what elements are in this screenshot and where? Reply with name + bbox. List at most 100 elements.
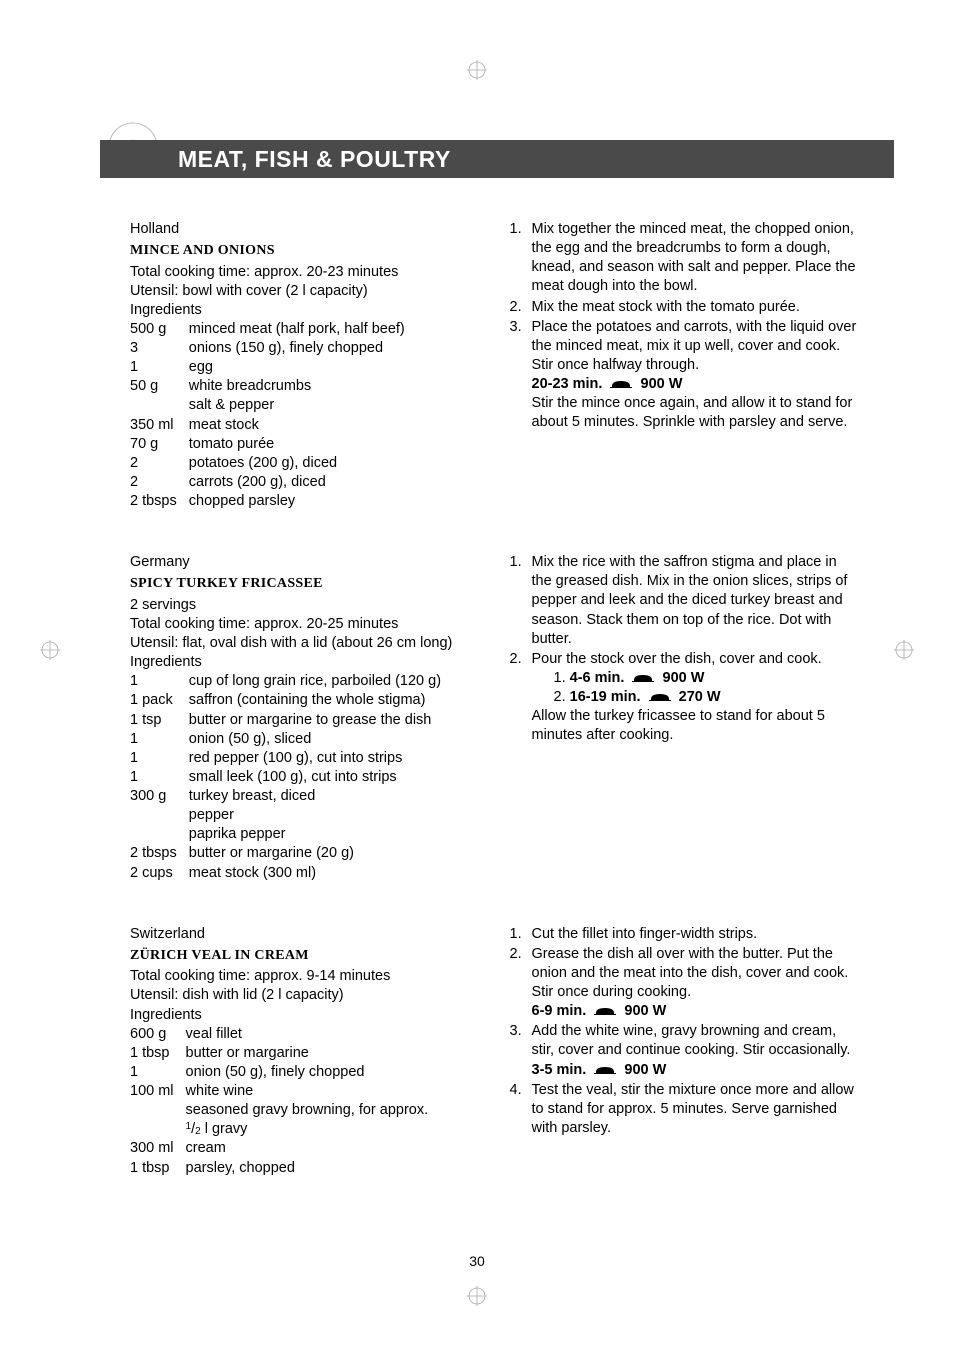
ingredient-qty	[130, 806, 189, 825]
ingredient-row: paprika pepper	[130, 825, 441, 844]
ingredient-text: turkey breast, diced	[189, 787, 441, 806]
recipe-meta: Ingredients	[130, 1006, 480, 1025]
ingredient-row: seasoned gravy browning, for approx.	[130, 1101, 428, 1120]
ingredient-row: 70 gtomato purée	[130, 435, 405, 454]
ingredient-row: 300 gturkey breast, diced	[130, 787, 441, 806]
ingredient-text: white breadcrumbs	[189, 377, 405, 396]
ingredient-qty: 500 g	[130, 320, 189, 339]
ingredient-row: 600 gveal fillet	[130, 1025, 428, 1044]
ingredient-qty: 300 g	[130, 787, 189, 806]
ingredient-qty: 2	[130, 454, 189, 473]
recipe-meta: 2 servings	[130, 596, 480, 615]
ingredient-text: onions (150 g), finely chopped	[189, 339, 405, 358]
ingredient-row: 1 tbspbutter or margarine	[130, 1044, 428, 1063]
steps-list: Mix together the minced meat, the choppe…	[510, 220, 860, 432]
crop-mark-bottom	[467, 1286, 487, 1311]
ingredient-text: seasoned gravy browning, for approx.	[186, 1101, 429, 1120]
ingredient-row: 2 tbspsbutter or margarine (20 g)	[130, 844, 441, 863]
country-label: Germany	[130, 553, 480, 572]
ingredient-row: salt & pepper	[130, 396, 405, 415]
step-item: Mix together the minced meat, the choppe…	[510, 220, 860, 297]
ingredient-text: cup of long grain rice, parboiled (120 g…	[189, 672, 441, 691]
ingredients-table: 1 cup of long grain rice, parboiled (120 …	[130, 672, 441, 882]
power-setting: 1. 4-6 min. 900 W	[532, 669, 860, 688]
ingredient-text: minced meat (half pork, half beef)	[189, 320, 405, 339]
ingredient-qty: 2 tbsps	[130, 844, 189, 863]
ingredient-text: white wine	[186, 1082, 429, 1101]
power-setting: 20-23 min. 900 W	[532, 375, 860, 394]
ingredient-text: veal fillet	[186, 1025, 429, 1044]
ingredient-row: 1onion (50 g), sliced	[130, 730, 441, 749]
step-item: Mix the meat stock with the tomato purée…	[510, 298, 860, 317]
recipe: SwitzerlandZÜRICH VEAL IN CREAMTotal coo…	[130, 925, 859, 1178]
ingredient-row: 100 mlwhite wine	[130, 1082, 428, 1101]
ingredient-text: meat stock	[189, 416, 405, 435]
step-item: Pour the stock over the dish, cover and …	[510, 650, 860, 746]
ingredient-row: 2potatoes (200 g), diced	[130, 454, 405, 473]
steps-list: Cut the fillet into finger-width strips.…	[510, 925, 860, 1138]
ingredient-qty	[130, 396, 189, 415]
ingredient-qty: 70 g	[130, 435, 189, 454]
recipe: Germany SPICY TURKEY FRICASSEE 2 servingsT…	[130, 553, 859, 882]
step-item: Cut the fillet into finger-width strips.	[510, 925, 860, 944]
ingredient-text: onion (50 g), finely chopped	[186, 1063, 429, 1082]
recipe-meta: Total cooking time: approx. 20-23 minute…	[130, 263, 480, 282]
ingredient-qty	[130, 825, 189, 844]
ingredients-column: SwitzerlandZÜRICH VEAL IN CREAMTotal coo…	[130, 925, 480, 1178]
step-after-text: Stir the mince once again, and allow it …	[532, 394, 860, 432]
power-setting: 2. 16-19 min. 270 W	[532, 688, 860, 707]
page-number: 30	[0, 1253, 954, 1269]
power-setting: 3-5 min. 900 W	[532, 1061, 860, 1080]
ingredient-row: 1 tspbutter or margarine to grease the d…	[130, 711, 441, 730]
ingredient-qty: 350 ml	[130, 416, 189, 435]
ingredient-text: salt & pepper	[189, 396, 405, 415]
ingredient-qty: 600 g	[130, 1025, 186, 1044]
ingredient-row: 1small leek (100 g), cut into strips	[130, 768, 441, 787]
ingredient-row: 3onions (150 g), finely chopped	[130, 339, 405, 358]
recipe-name: MINCE AND ONIONS	[130, 242, 480, 260]
steps-column: Cut the fillet into finger-width strips.…	[510, 925, 860, 1178]
ingredient-qty	[130, 1120, 186, 1139]
steps-column: Mix the rice with the saffron stigma and…	[510, 553, 860, 882]
ingredient-qty: 100 ml	[130, 1082, 186, 1101]
recipe-meta: Total cooking time: approx. 20-25 minute…	[130, 615, 480, 634]
ingredient-qty: 2 cups	[130, 864, 189, 883]
country-label: Holland	[130, 220, 480, 239]
ingredient-qty: 1	[130, 749, 189, 768]
header-title: MEAT, FISH & POULTRY	[178, 146, 451, 173]
ingredient-text: butter or margarine (20 g)	[189, 844, 441, 863]
ingredient-row: 2 cupsmeat stock (300 ml)	[130, 864, 441, 883]
recipe-meta: Ingredients	[130, 653, 480, 672]
ingredient-text: egg	[189, 358, 405, 377]
ingredient-qty: 1	[130, 358, 189, 377]
ingredient-row: 300 mlcream	[130, 1139, 428, 1158]
step-after-text: Allow the turkey fricassee to stand for …	[532, 707, 860, 745]
ingredient-text: tomato purée	[189, 435, 405, 454]
ingredient-text: red pepper (100 g), cut into strips	[189, 749, 441, 768]
ingredient-qty: 1	[130, 768, 189, 787]
step-item: Place the potatoes and carrots, with the…	[510, 318, 860, 433]
recipe: Holland MINCE AND ONIONS Total cooking tim…	[130, 220, 859, 511]
ingredient-text: chopped parsley	[189, 492, 405, 511]
ingredient-row: 1egg	[130, 358, 405, 377]
header-bar: MEAT, FISH & POULTRY	[100, 140, 894, 178]
power-setting: 6-9 min. 900 W	[532, 1002, 860, 1021]
ingredient-text: small leek (100 g), cut into strips	[189, 768, 441, 787]
ingredients-table: 600 gveal fillet1 tbspbutter or margarin…	[130, 1025, 428, 1178]
recipe-meta: Total cooking time: approx. 9-14 minutes	[130, 967, 480, 986]
step-item: Add the white wine, gravy browning and c…	[510, 1022, 860, 1079]
ingredient-text: carrots (200 g), diced	[189, 473, 405, 492]
ingredient-text: 1/2 l gravy	[186, 1120, 429, 1139]
crop-mark-right	[894, 640, 914, 665]
ingredients-column: Holland MINCE AND ONIONS Total cooking tim…	[130, 220, 480, 511]
ingredient-row: 2 tbspschopped parsley	[130, 492, 405, 511]
ingredients-column: Germany SPICY TURKEY FRICASSEE 2 servingsT…	[130, 553, 480, 882]
recipe-meta: Utensil: dish with lid (2 l capacity)	[130, 986, 480, 1005]
recipe-name: SPICY TURKEY FRICASSEE	[130, 575, 480, 593]
ingredient-qty: 1 tbsp	[130, 1044, 186, 1063]
recipe-meta: Utensil: bowl with cover (2 l capacity)	[130, 282, 480, 301]
ingredient-qty: 300 ml	[130, 1139, 186, 1158]
ingredient-row: 1onion (50 g), finely chopped	[130, 1063, 428, 1082]
ingredient-qty: 1 pack	[130, 691, 189, 710]
ingredient-qty: 1 tsp	[130, 711, 189, 730]
